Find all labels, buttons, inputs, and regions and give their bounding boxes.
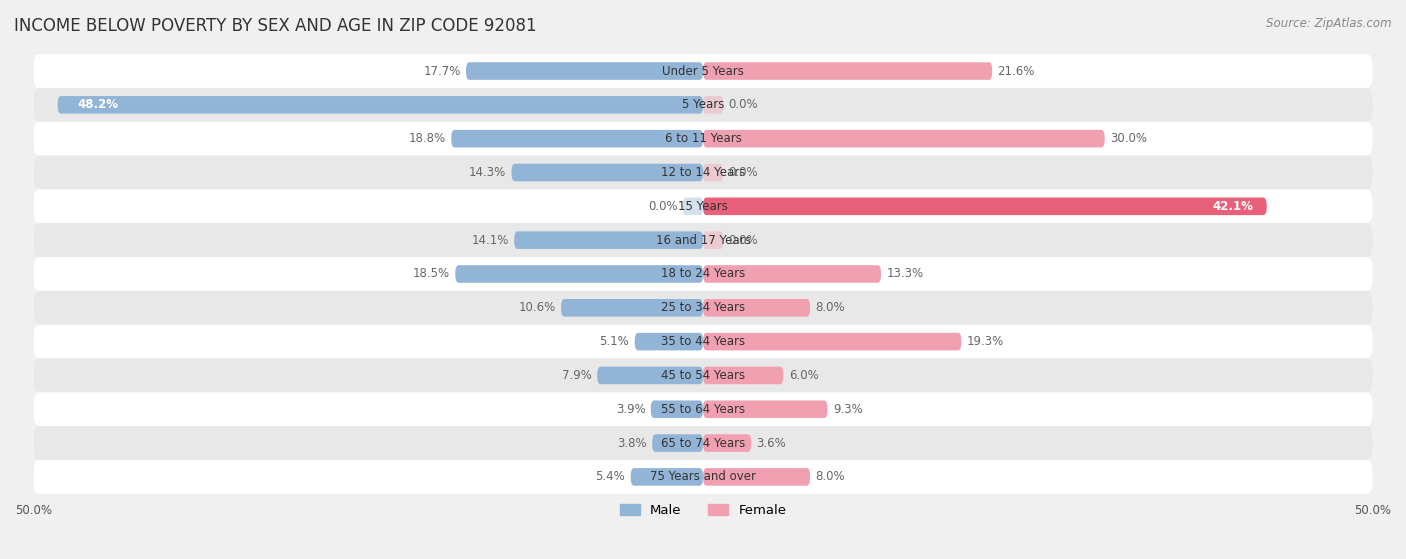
FancyBboxPatch shape bbox=[561, 299, 703, 316]
FancyBboxPatch shape bbox=[34, 88, 1372, 122]
FancyBboxPatch shape bbox=[512, 164, 703, 181]
Text: Source: ZipAtlas.com: Source: ZipAtlas.com bbox=[1267, 17, 1392, 30]
FancyBboxPatch shape bbox=[465, 62, 703, 80]
FancyBboxPatch shape bbox=[34, 155, 1372, 190]
FancyBboxPatch shape bbox=[703, 62, 993, 80]
FancyBboxPatch shape bbox=[34, 325, 1372, 358]
Text: 5.1%: 5.1% bbox=[599, 335, 630, 348]
Text: 14.3%: 14.3% bbox=[470, 166, 506, 179]
Text: INCOME BELOW POVERTY BY SEX AND AGE IN ZIP CODE 92081: INCOME BELOW POVERTY BY SEX AND AGE IN Z… bbox=[14, 17, 537, 35]
Text: Under 5 Years: Under 5 Years bbox=[662, 64, 744, 78]
FancyBboxPatch shape bbox=[631, 468, 703, 486]
FancyBboxPatch shape bbox=[703, 164, 723, 181]
FancyBboxPatch shape bbox=[456, 265, 703, 283]
FancyBboxPatch shape bbox=[34, 223, 1372, 257]
FancyBboxPatch shape bbox=[703, 265, 882, 283]
FancyBboxPatch shape bbox=[651, 400, 703, 418]
Text: 75 Years and over: 75 Years and over bbox=[650, 470, 756, 484]
Text: 9.3%: 9.3% bbox=[832, 402, 863, 416]
Text: 12 to 14 Years: 12 to 14 Years bbox=[661, 166, 745, 179]
FancyBboxPatch shape bbox=[683, 197, 703, 215]
Text: 5.4%: 5.4% bbox=[596, 470, 626, 484]
Text: 0.0%: 0.0% bbox=[728, 234, 758, 247]
FancyBboxPatch shape bbox=[34, 426, 1372, 460]
FancyBboxPatch shape bbox=[34, 54, 1372, 88]
Text: 25 to 34 Years: 25 to 34 Years bbox=[661, 301, 745, 314]
FancyBboxPatch shape bbox=[515, 231, 703, 249]
FancyBboxPatch shape bbox=[34, 460, 1372, 494]
Text: 21.6%: 21.6% bbox=[998, 64, 1035, 78]
Text: 3.9%: 3.9% bbox=[616, 402, 645, 416]
Text: 13.3%: 13.3% bbox=[886, 267, 924, 281]
FancyBboxPatch shape bbox=[703, 96, 723, 113]
FancyBboxPatch shape bbox=[703, 400, 828, 418]
Text: 6 to 11 Years: 6 to 11 Years bbox=[665, 132, 741, 145]
Text: 16 and 17 Years: 16 and 17 Years bbox=[655, 234, 751, 247]
FancyBboxPatch shape bbox=[652, 434, 703, 452]
FancyBboxPatch shape bbox=[34, 257, 1372, 291]
Text: 8.0%: 8.0% bbox=[815, 301, 845, 314]
Text: 0.0%: 0.0% bbox=[728, 98, 758, 111]
Text: 8.0%: 8.0% bbox=[815, 470, 845, 484]
Text: 5 Years: 5 Years bbox=[682, 98, 724, 111]
FancyBboxPatch shape bbox=[703, 231, 723, 249]
Text: 15 Years: 15 Years bbox=[678, 200, 728, 213]
FancyBboxPatch shape bbox=[34, 392, 1372, 426]
FancyBboxPatch shape bbox=[703, 299, 810, 316]
Text: 45 to 54 Years: 45 to 54 Years bbox=[661, 369, 745, 382]
FancyBboxPatch shape bbox=[451, 130, 703, 148]
Text: 19.3%: 19.3% bbox=[967, 335, 1004, 348]
FancyBboxPatch shape bbox=[703, 197, 1267, 215]
Text: 18 to 24 Years: 18 to 24 Years bbox=[661, 267, 745, 281]
Text: 0.0%: 0.0% bbox=[648, 200, 678, 213]
Text: 35 to 44 Years: 35 to 44 Years bbox=[661, 335, 745, 348]
FancyBboxPatch shape bbox=[703, 468, 810, 486]
Text: 48.2%: 48.2% bbox=[77, 98, 118, 111]
Text: 65 to 74 Years: 65 to 74 Years bbox=[661, 437, 745, 449]
Text: 17.7%: 17.7% bbox=[423, 64, 461, 78]
FancyBboxPatch shape bbox=[703, 130, 1105, 148]
FancyBboxPatch shape bbox=[34, 358, 1372, 392]
Text: 3.8%: 3.8% bbox=[617, 437, 647, 449]
FancyBboxPatch shape bbox=[58, 96, 703, 113]
Text: 7.9%: 7.9% bbox=[562, 369, 592, 382]
FancyBboxPatch shape bbox=[598, 367, 703, 384]
Text: 6.0%: 6.0% bbox=[789, 369, 818, 382]
FancyBboxPatch shape bbox=[34, 190, 1372, 223]
FancyBboxPatch shape bbox=[703, 434, 751, 452]
Text: 55 to 64 Years: 55 to 64 Years bbox=[661, 402, 745, 416]
Text: 14.1%: 14.1% bbox=[471, 234, 509, 247]
FancyBboxPatch shape bbox=[34, 122, 1372, 155]
Text: 42.1%: 42.1% bbox=[1212, 200, 1253, 213]
Text: 0.0%: 0.0% bbox=[728, 166, 758, 179]
FancyBboxPatch shape bbox=[634, 333, 703, 350]
FancyBboxPatch shape bbox=[34, 291, 1372, 325]
FancyBboxPatch shape bbox=[703, 367, 783, 384]
Text: 3.6%: 3.6% bbox=[756, 437, 786, 449]
Legend: Male, Female: Male, Female bbox=[614, 499, 792, 522]
Text: 10.6%: 10.6% bbox=[519, 301, 555, 314]
FancyBboxPatch shape bbox=[703, 333, 962, 350]
Text: 30.0%: 30.0% bbox=[1111, 132, 1147, 145]
Text: 18.5%: 18.5% bbox=[413, 267, 450, 281]
Text: 18.8%: 18.8% bbox=[409, 132, 446, 145]
